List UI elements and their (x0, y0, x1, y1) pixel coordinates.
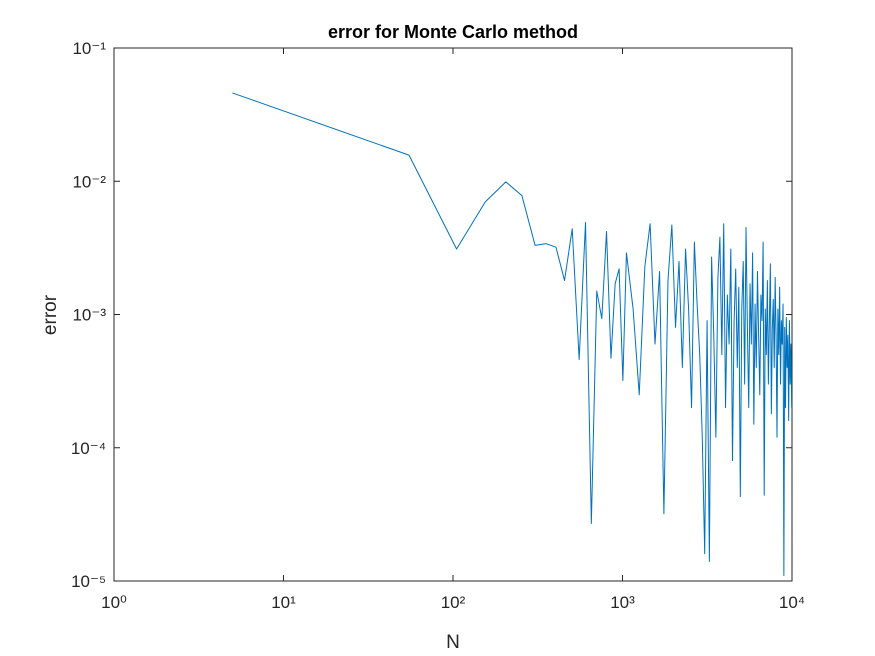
y-axis-label: error (40, 294, 61, 335)
y-tick-label: 10⁻² (72, 172, 106, 191)
chart-title: error for Monte Carlo method (328, 22, 578, 42)
y-tick-label: 10⁻⁴ (71, 439, 106, 458)
y-tick-label: 10⁻³ (72, 306, 106, 325)
plot-box (113, 47, 793, 582)
x-axis-label: N (446, 632, 460, 653)
y-tick-label: 10⁻¹ (72, 39, 106, 58)
x-tick-label: 10⁴ (779, 593, 805, 612)
x-tick-label: 10² (441, 593, 466, 612)
x-tick-label: 10³ (610, 593, 635, 612)
data-line (232, 92, 793, 576)
y-tick-label: 10⁻⁵ (71, 572, 106, 591)
x-tick-label: 10¹ (271, 593, 296, 612)
x-tick-label: 10⁰ (101, 593, 127, 612)
